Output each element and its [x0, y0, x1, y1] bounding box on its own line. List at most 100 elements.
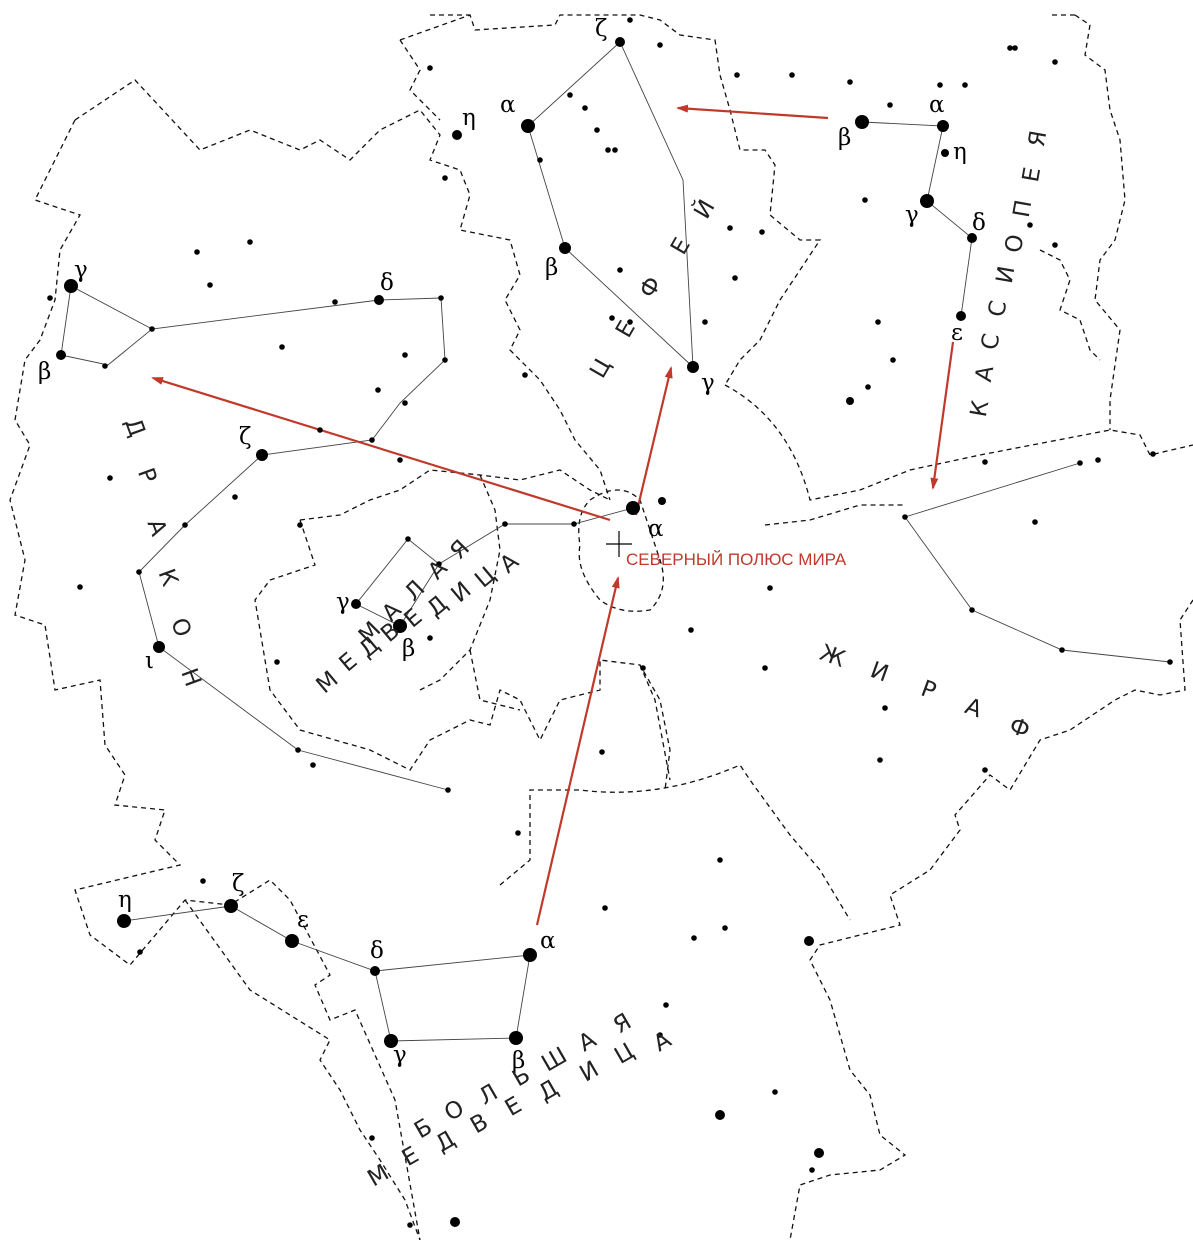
faint-star	[182, 522, 188, 528]
constellation-name-letter: Ц	[585, 354, 616, 382]
arrow-ursa-major-to-pole	[535, 576, 620, 926]
faint-star	[297, 522, 303, 528]
faint-star	[397, 457, 403, 463]
label-cep-zeta: ζ	[595, 16, 607, 42]
star-umi-alpha	[626, 501, 640, 515]
faint-star	[722, 925, 728, 931]
constellation-name-letter: С	[977, 332, 1005, 352]
star-cas-eta	[941, 149, 949, 157]
constellation-name-letter: Л	[475, 1079, 503, 1110]
label-dra-zeta: ζ	[239, 424, 251, 450]
faint-star	[767, 585, 773, 591]
constellation-name-letter: Ф	[1006, 713, 1034, 744]
faint-star	[1027, 222, 1033, 228]
faint-star	[789, 72, 795, 78]
constellation-name-letter: С	[984, 299, 1012, 319]
faint-star	[207, 282, 213, 288]
constellation-name-letter: Е	[398, 1142, 424, 1172]
faint-star	[657, 42, 663, 48]
faint-star	[727, 225, 733, 231]
faint-star	[194, 249, 200, 255]
label-dra-beta: β	[38, 359, 51, 385]
label-cas-epsilon: ε	[951, 320, 963, 346]
faint-star	[369, 437, 375, 443]
constellation-name-letter: О	[440, 1095, 469, 1127]
constellation-name-letter: И	[576, 1056, 604, 1087]
star-uma-eta	[117, 914, 131, 928]
star-dra-beta	[56, 350, 66, 360]
star-cas-epsilon	[956, 311, 966, 321]
constellation-name-letter: Я	[1024, 129, 1052, 149]
constellation-name-letter: Ф	[635, 272, 667, 302]
label-uma-zeta: ζ	[232, 871, 244, 897]
label-umi-alpha: α	[648, 516, 664, 542]
label-cep-beta: β	[545, 255, 558, 281]
constellation-name-letter: Е	[666, 234, 696, 260]
label-uma-beta: β	[512, 1048, 525, 1074]
figure-ursa-minor	[355, 507, 634, 627]
faint-star	[402, 400, 408, 406]
faint-star	[702, 319, 708, 325]
label-cas-gamma: γ	[905, 202, 919, 228]
figure-draco-tail	[297, 749, 449, 791]
faint-star	[571, 521, 577, 527]
faint-star	[602, 905, 608, 911]
star-cas-beta	[855, 115, 869, 129]
faint-star	[1012, 45, 1018, 51]
label-dra-gamma: γ	[74, 257, 88, 283]
constellation-name-letter: И	[447, 577, 477, 608]
star-cep-gamma	[687, 361, 699, 373]
faint-star	[1032, 519, 1038, 525]
boundary-ursa-major-top	[499, 764, 851, 921]
faint-star	[847, 79, 853, 85]
arrow-pole-to-cepheus	[634, 366, 673, 516]
label-cep-alpha: α	[500, 92, 516, 118]
pole-crosshair	[606, 531, 632, 557]
constellation-name-letter: О	[1001, 233, 1030, 255]
faint-star	[962, 82, 968, 88]
faint-star	[427, 635, 433, 641]
faint-star	[369, 1135, 375, 1141]
boundary-camelopardalis	[764, 504, 1193, 1240]
faint-star	[232, 494, 238, 500]
faint-star	[295, 747, 301, 753]
star-cas-gamma	[920, 194, 934, 208]
star-umi-gamma	[351, 599, 361, 609]
constellation-name-letter: М	[312, 666, 344, 699]
faint-star	[582, 105, 588, 111]
faint-star	[452, 1219, 458, 1225]
constellation-name-letter: А	[649, 1027, 676, 1058]
constellation-name-letter: А	[142, 516, 172, 540]
bright-stars	[56, 37, 977, 1227]
faint-star	[1052, 59, 1058, 65]
faint-star	[691, 935, 697, 941]
faint-star	[438, 295, 444, 301]
faint-star	[627, 17, 633, 23]
faint-star	[310, 762, 316, 768]
constellation-name-letter: А	[423, 555, 453, 585]
star-dra-iota	[153, 641, 165, 653]
label-uma-eta: η	[118, 887, 132, 913]
faint-star	[77, 584, 83, 590]
faint-star	[375, 387, 381, 393]
faint-star	[617, 267, 623, 273]
faint-star	[332, 299, 338, 305]
constellation-name-letter: Е	[611, 317, 641, 343]
constellation-name-letter: П	[1009, 198, 1038, 220]
faint-star	[537, 157, 543, 163]
figure-ursa-major	[123, 905, 531, 1042]
faint-star	[732, 275, 738, 281]
faint-star	[515, 830, 521, 836]
star-uma-beta	[509, 1031, 523, 1045]
faint-star	[640, 665, 646, 671]
faint-star	[442, 175, 448, 181]
faint-star	[612, 147, 618, 153]
star-bright-5	[846, 397, 854, 405]
constellation-name-letter: Ц	[470, 562, 500, 593]
faint-star	[875, 319, 881, 325]
faint-star	[1167, 659, 1173, 665]
faint-star	[609, 315, 615, 321]
